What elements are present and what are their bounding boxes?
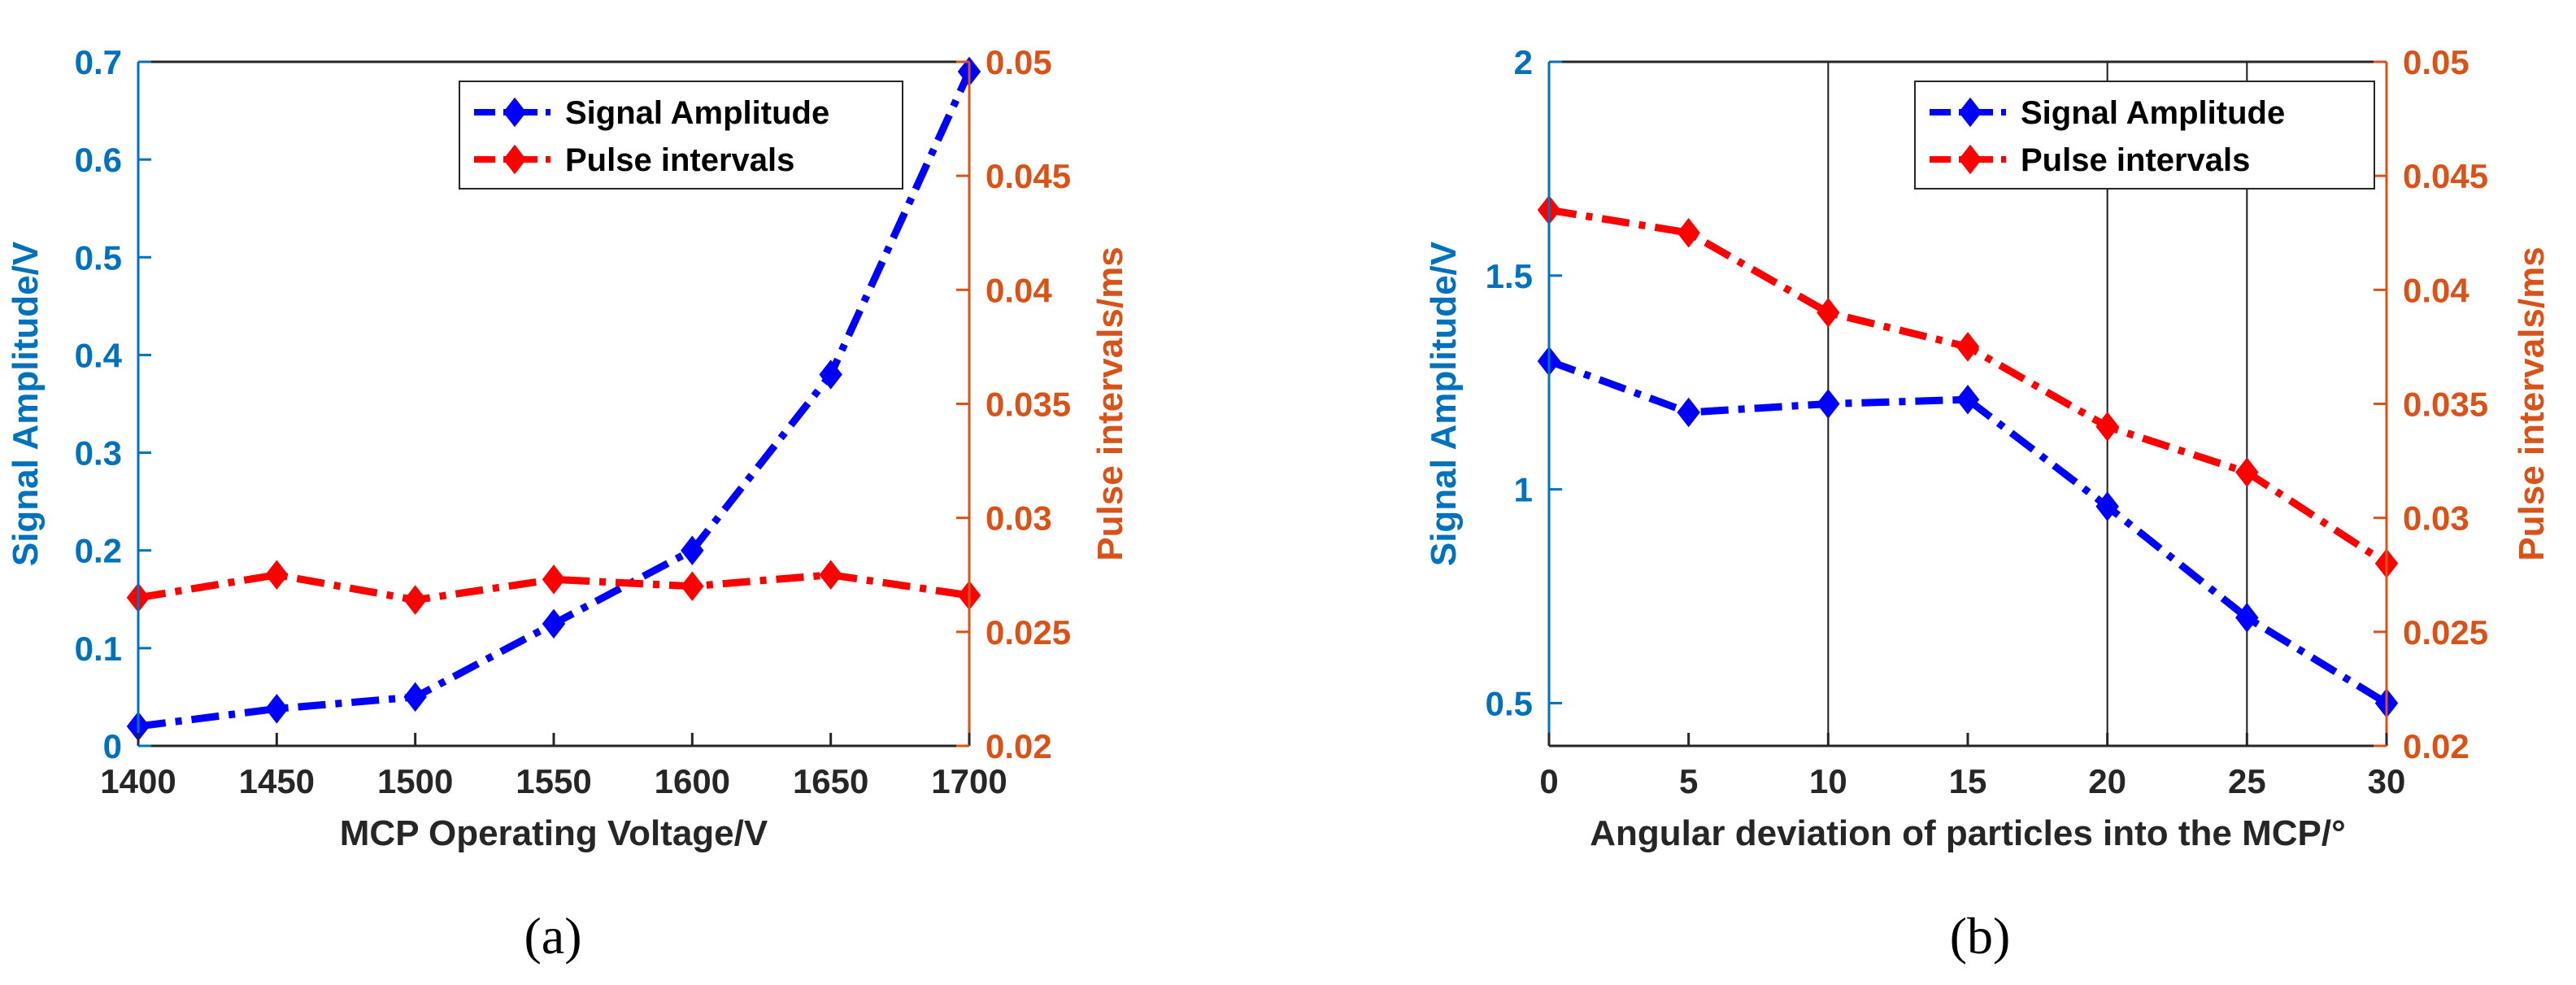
pulse-intervals-point	[2095, 412, 2119, 442]
legend-label: Signal Amplitude	[2021, 95, 2285, 131]
right-y-tick-label: 0.04	[986, 271, 1052, 309]
x-tick-label: 15	[1949, 762, 1987, 800]
panel-b: 0 5 10 15 20 25 30 0.5 1 1.5 2 0.02 0.025 0.03 0.035 0.…	[1424, 43, 2552, 965]
right-y-axis-label: Pulse intervals/ms	[2512, 246, 2552, 560]
legend: Signal Amplitude Pulse intervals	[459, 81, 903, 190]
right-y-tick-label: 0.03	[2403, 499, 2469, 538]
left-y-tick-label: 0.6	[75, 141, 122, 179]
panel-label: (a)	[524, 907, 581, 965]
left-y-tick-label: 0.4	[75, 336, 123, 374]
right-y-tick-label: 0.025	[2403, 613, 2488, 652]
x-tick-label: 20	[2088, 762, 2126, 800]
x-tick-label: 0	[1539, 762, 1558, 800]
right-y-axis-label: Pulse intervals/ms	[1090, 246, 1130, 560]
x-tick-label: 1700	[931, 762, 1007, 800]
panel-a: 1400 1450 1500 1550 1600 1650 1700 0 0.1 0.2 0.3 0.…	[6, 43, 1130, 965]
x-tick-label: 5	[1679, 762, 1698, 800]
signal-amplitude-point	[1817, 389, 1840, 419]
left-y-axis-label: Signal Amplitude/V	[6, 241, 46, 566]
x-tick-label: 1450	[239, 762, 315, 800]
pulse-intervals-point	[2235, 457, 2259, 487]
x-tick-label: 1400	[100, 762, 176, 800]
right-y-tick-label: 0.02	[986, 727, 1052, 765]
right-y-tick-label: 0.035	[986, 386, 1071, 424]
pulse-intervals-point	[1677, 217, 1700, 248]
left-y-tick-label: 0	[103, 727, 122, 765]
left-y-tick-label: 0.2	[75, 532, 122, 570]
panel-label: (b)	[1950, 907, 2011, 965]
left-y-tick-label: 0.3	[75, 434, 122, 473]
pulse-intervals-point	[681, 571, 704, 602]
signal-amplitude-point	[819, 360, 842, 390]
left-y-tick-label: 0.5	[1486, 684, 1533, 722]
legend: Signal Amplitude Pulse intervals	[1914, 81, 2375, 190]
right-y-tick-label: 0.035	[2403, 386, 2488, 424]
right-y-tick-label: 0.04	[2403, 271, 2469, 309]
right-y-tick-label: 0.05	[986, 43, 1052, 81]
left-y-tick-label: 0.5	[75, 238, 122, 277]
right-y-tick-label: 0.025	[986, 613, 1071, 652]
pulse-intervals-point	[403, 585, 427, 615]
x-tick-label: 1550	[516, 762, 591, 800]
x-tick-label: 1600	[655, 762, 730, 800]
legend-label: Pulse intervals	[565, 142, 794, 178]
signal-amplitude-point	[681, 535, 704, 565]
signal-amplitude-point	[2095, 491, 2119, 521]
legend-label: Pulse intervals	[2021, 142, 2250, 178]
pulse-intervals-point	[542, 564, 566, 595]
pulse-intervals-point	[265, 560, 289, 591]
pulse-intervals-point	[1817, 298, 1840, 328]
signal-amplitude-point	[403, 682, 427, 713]
x-tick-label: 1500	[377, 762, 453, 800]
x-axis-label: Angular deviation of particles into the …	[1590, 813, 2345, 853]
legend-box	[1914, 81, 2375, 190]
x-tick-label: 10	[1809, 762, 1847, 800]
left-y-tick-label: 0.7	[75, 43, 122, 81]
right-y-tick-label: 0.045	[2403, 157, 2488, 195]
legend-marker	[503, 97, 527, 128]
signal-amplitude-point	[542, 608, 566, 639]
pulse-intervals-point	[1956, 332, 1980, 362]
legend-marker	[1958, 97, 1982, 128]
signal-amplitude-point	[1677, 397, 1700, 428]
right-y-tick-label: 0.045	[986, 157, 1071, 195]
pulse-intervals-point	[819, 560, 842, 591]
signal-amplitude-point	[265, 694, 289, 724]
left-y-tick-label: 1	[1514, 471, 1533, 509]
legend-label: Signal Amplitude	[565, 95, 829, 131]
x-tick-label: 30	[2368, 762, 2406, 800]
left-y-axis-label: Signal Amplitude/V	[1424, 241, 1464, 566]
right-y-tick-label: 0.03	[986, 499, 1052, 538]
left-y-tick-label: 1.5	[1486, 257, 1533, 295]
right-y-tick-label: 0.02	[2403, 727, 2469, 765]
x-axis-label: MCP Operating Voltage/V	[340, 813, 768, 853]
x-tick-label: 25	[2228, 762, 2266, 800]
signal-amplitude-point	[2235, 603, 2259, 633]
left-y-tick-label: 2	[1514, 43, 1533, 81]
signal-amplitude-point	[1956, 384, 1980, 415]
legend-box	[459, 81, 903, 190]
right-y-tick-label: 0.05	[2403, 43, 2469, 81]
left-y-tick-label: 0.1	[75, 630, 122, 668]
legend-marker	[503, 144, 527, 175]
legend-marker	[1958, 144, 1982, 175]
x-tick-label: 1650	[793, 762, 868, 800]
